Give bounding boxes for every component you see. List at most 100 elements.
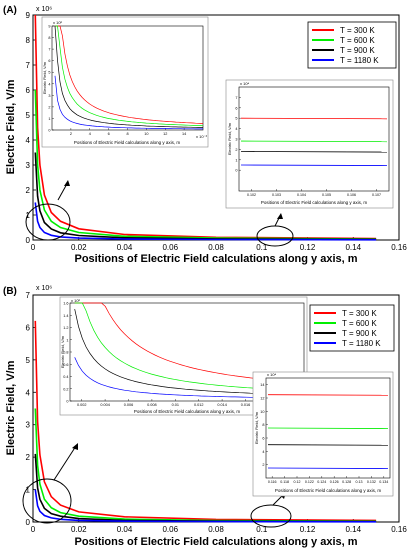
inset-series-line (267, 394, 389, 396)
legend-label: T = 300 K (340, 26, 375, 35)
x-tick-label: 0.12 (300, 525, 316, 534)
y-tick-label: 8 (26, 36, 31, 45)
inset-series-line (54, 25, 204, 128)
x-tick-label: 0.06 (162, 525, 178, 534)
zoom-ellipse-right (250, 504, 292, 528)
x-tick-label: 0.08 (208, 243, 224, 252)
y-axis-exponent: x 10⁶ (36, 6, 52, 13)
legend: T = 300 KT = 600 KT = 900 KT = 1180 K (307, 21, 397, 69)
inset-left-y-label: Electric Field, V/m (60, 335, 65, 368)
x-tick-label: 0.14 (345, 525, 361, 534)
inset-x-tick-label: 0.004 (100, 403, 110, 407)
inset-y-tick-label: 10 (260, 410, 264, 414)
inset-left-x-label: Positions of Electric Field calculations… (134, 409, 241, 414)
inset-y-tick-label: 12 (260, 397, 264, 401)
inset-x-tick-label: 0.107 (372, 193, 381, 197)
y-tick-label: 7 (26, 61, 31, 70)
y-tick-label: 5 (26, 356, 31, 365)
inset-x-tick-label: 0.01 (172, 403, 179, 407)
inset-x-tick-label: 0.106 (347, 193, 356, 197)
inset-y-tick-label: 0 (235, 169, 237, 173)
inset-x-tick-label: 10 (144, 132, 148, 136)
inset-x-tick-label: 0.124 (317, 480, 326, 484)
zoom-ellipse-left (25, 203, 71, 241)
y-tick-label: 3 (26, 421, 31, 430)
inset-left-series (54, 25, 204, 130)
inset-y-tick-label: 2 (262, 463, 264, 467)
x-ticks: 0 0.02 0.04 0.06 0.08 0.1 0.12 0.14 0.16 (31, 237, 407, 252)
inset-x-tick-label: 0.126 (330, 480, 339, 484)
y-tick-label: 2 (26, 453, 31, 462)
y-tick-label: 4 (26, 136, 31, 145)
inset-x-tick-label: 0.105 (322, 193, 331, 197)
inset-x-tick-label: 6 (108, 132, 110, 136)
inset-x-tick-label: 14 (182, 132, 186, 136)
x-tick-label: 0.04 (117, 243, 133, 252)
inset-y-tick-label: 14 (260, 383, 264, 387)
inset-y-tick-label: 4 (262, 450, 264, 454)
x-tick-label: 0.02 (71, 525, 87, 534)
y-axis-label: Electric Field, V/m (5, 79, 17, 174)
inset-left-exponent: x 10⁶ (53, 20, 63, 25)
x-tick-label: 0.12 (300, 243, 316, 252)
inset-y-tick-label: 8 (262, 423, 264, 427)
inset-y-tick-label: 6 (235, 106, 237, 110)
inset-right-y-label: Electric Field, V/m (227, 122, 232, 155)
inset-x-tick-label: 0.132 (367, 480, 376, 484)
x-tick-label: 0.06 (162, 243, 178, 252)
inset-y-tick-label: 0 (66, 400, 68, 404)
inset-y-tick-label: 0.2 (63, 387, 68, 391)
inset-right-exponent: x 10⁴ (267, 372, 277, 377)
x-tick-label: 0.16 (391, 243, 407, 252)
x-tick-label: 0.02 (71, 243, 87, 252)
inset-x-tick-label: 2 (70, 132, 72, 136)
x-tick-label: 0.04 (117, 525, 133, 534)
inset-right-exponent: x 10⁴ (240, 81, 250, 86)
inset-series-line (240, 164, 388, 167)
inset-y-tick-label: 2 (235, 148, 237, 152)
y-axis-exponent: x 10⁶ (36, 285, 52, 292)
inset-x-tick-label: 0.104 (297, 193, 306, 197)
legend-label: T = 900 K (340, 46, 375, 55)
zoom-arrowhead-left (64, 180, 70, 186)
zoom-arrowhead-right (277, 213, 283, 219)
series-lines (34, 320, 377, 523)
inset-series-line (267, 444, 389, 446)
x-tick-label: 0 (31, 243, 36, 252)
y-tick-label: 0 (26, 236, 31, 245)
inset-left-frame (51, 25, 204, 131)
zoom-ellipse-left (22, 478, 72, 524)
inset-y-tick-label: 5 (235, 117, 237, 121)
inset-series-line (55, 25, 204, 124)
zoom-arrowhead-left (72, 443, 78, 450)
inset-right-series (240, 117, 388, 167)
inset-series-line (267, 467, 389, 470)
inset-y-tick-label: 4 (48, 82, 50, 86)
x-tick-label: 0 (31, 525, 36, 534)
inset-y-tick-label: 0 (48, 129, 50, 133)
inset-left-exponent: x 10⁶ (71, 298, 81, 303)
y-tick-label: 9 (26, 11, 31, 20)
inset-y-tick-label: 1.4 (63, 314, 68, 318)
inset-y-tick-label: 1.2 (63, 326, 68, 330)
x-tick-label: 0.08 (208, 525, 224, 534)
inset-y-tick-label: 1 (66, 338, 68, 342)
inset-y-tick-label: 6 (262, 437, 264, 441)
series-line (34, 408, 377, 523)
inset-x-tick-label: 8 (126, 132, 128, 136)
x-axis-label: Positions of Electric Field calculations… (74, 253, 357, 265)
legend: T = 300 KT = 600 KT = 900 KT = 1180 K (309, 304, 395, 352)
inset-left-y-label: Electric Field, V/m (42, 61, 47, 94)
inset-y-tick-label: 7 (48, 48, 50, 52)
inset-left-x-label: Positions of Electric Field calculations… (74, 140, 181, 145)
inset-x-tick-label: 0.118 (280, 480, 289, 484)
legend-label: T = 600 K (342, 319, 377, 328)
x-tick-label: 0.1 (256, 243, 268, 252)
inset-y-tick-label: 7 (235, 96, 237, 100)
y-tick-label: 7 (26, 291, 31, 300)
inset-y-tick-label: 9 (48, 25, 50, 29)
inset-x-tick-label: 0.116 (268, 480, 277, 484)
